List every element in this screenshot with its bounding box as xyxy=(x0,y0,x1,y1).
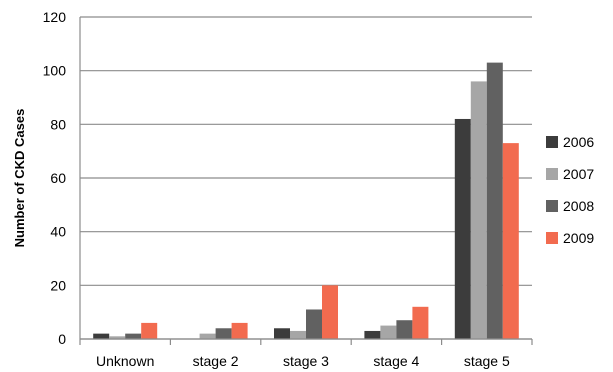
bar-2006-stage-5 xyxy=(454,118,471,339)
bar-2007-stage-4 xyxy=(380,325,397,339)
bar-2008-stage-2 xyxy=(215,328,232,339)
y-tick-label: 100 xyxy=(43,63,67,79)
bar-2007-unknown xyxy=(109,336,126,339)
bar-2007-stage-5 xyxy=(470,81,487,340)
legend-label-2009: 2009 xyxy=(563,230,594,246)
legend-swatch-2008 xyxy=(546,200,558,212)
legend: 2006 2007 2008 2009 xyxy=(546,134,594,246)
bar-2009-stage-4 xyxy=(412,306,429,339)
bar-2006-stage-3 xyxy=(274,328,290,339)
legend-label-2006: 2006 xyxy=(563,134,594,150)
y-tick-label: 40 xyxy=(50,224,66,240)
y-axis-title: Number of CKD Cases xyxy=(12,109,27,248)
y-tick-label: 120 xyxy=(43,9,67,25)
legend-swatch-2006 xyxy=(546,136,558,148)
bar-2009-stage-3 xyxy=(322,285,338,339)
bars xyxy=(93,62,519,340)
y-tick-label: 0 xyxy=(58,331,66,347)
bar-2009-stage-2 xyxy=(231,322,248,339)
bar-2008-unknown xyxy=(125,333,142,339)
legend-swatch-2007 xyxy=(546,168,558,180)
bar-2006-stage-4 xyxy=(364,330,381,339)
legend-swatch-2009 xyxy=(546,232,558,244)
bar-2008-stage-4 xyxy=(396,320,413,339)
y-tick-label: 80 xyxy=(50,116,66,132)
y-tick-label: 60 xyxy=(50,170,66,186)
bar-2008-stage-3 xyxy=(306,309,322,339)
y-tick-labels: 0 20 40 60 80 100 120 xyxy=(43,9,67,347)
legend-label-2008: 2008 xyxy=(563,198,594,214)
x-category-label: stage 3 xyxy=(283,353,329,369)
axes xyxy=(79,17,533,345)
x-category-labels: Unknown stage 2 stage 3 stage 4 stage 5 xyxy=(96,353,510,369)
legend-label-2007: 2007 xyxy=(563,166,594,182)
x-category-label: Unknown xyxy=(96,353,154,369)
bar-2009-unknown xyxy=(141,322,158,339)
y-tick-label: 20 xyxy=(50,277,66,293)
x-category-label: stage 5 xyxy=(464,353,510,369)
grid-lines xyxy=(80,16,532,340)
bar-2006-unknown xyxy=(93,333,110,339)
x-category-label: stage 2 xyxy=(193,353,239,369)
bar-2007-stage-3 xyxy=(290,330,306,339)
bar-2009-stage-5 xyxy=(502,143,519,339)
bar-2008-stage-5 xyxy=(486,62,503,339)
bar-2007-stage-2 xyxy=(199,333,216,339)
x-category-label: stage 4 xyxy=(373,353,419,369)
